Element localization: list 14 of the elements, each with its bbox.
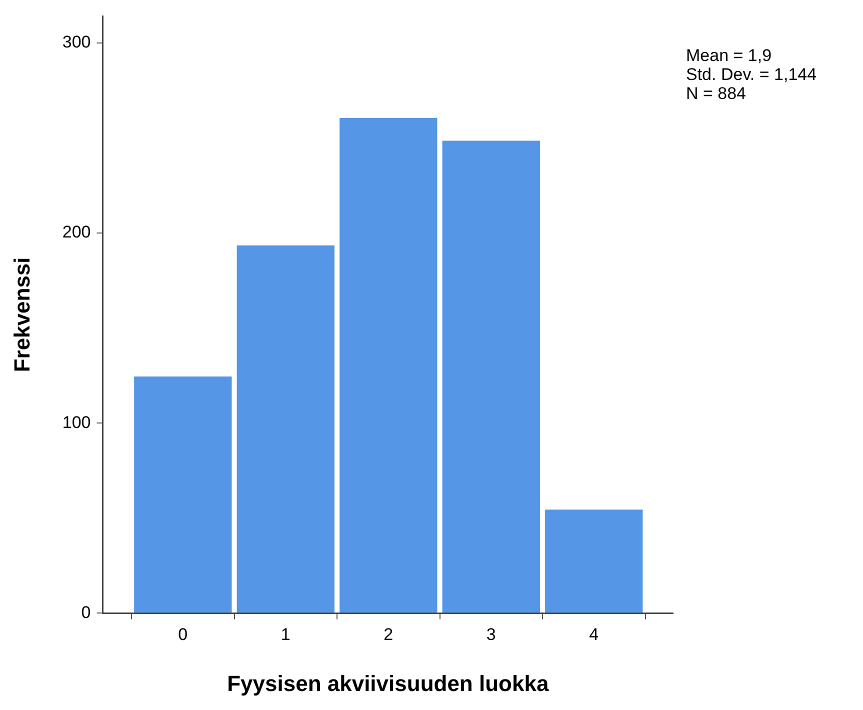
- y-tick-label: 200: [62, 222, 91, 242]
- x-tick-label: 2: [384, 625, 394, 644]
- x-tick-label: 1: [280, 625, 290, 644]
- y-tick-label: 100: [62, 412, 91, 432]
- x-tick-label: 4: [589, 625, 599, 644]
- text: Mean = 1,9: [686, 46, 773, 65]
- y-tick-label: 0: [81, 602, 91, 622]
- text: N = 884: [686, 84, 748, 103]
- text: Std. Dev. = 1,144: [686, 65, 817, 84]
- x-tick-label: 0: [178, 625, 188, 644]
- x-axis-title: Fyysisen akviivisuuden luokka: [227, 670, 550, 696]
- y-axis-title: Frekvenssi: [9, 257, 34, 372]
- y-tick-label: 300: [62, 32, 91, 52]
- x-tick-label: 3: [486, 625, 496, 644]
